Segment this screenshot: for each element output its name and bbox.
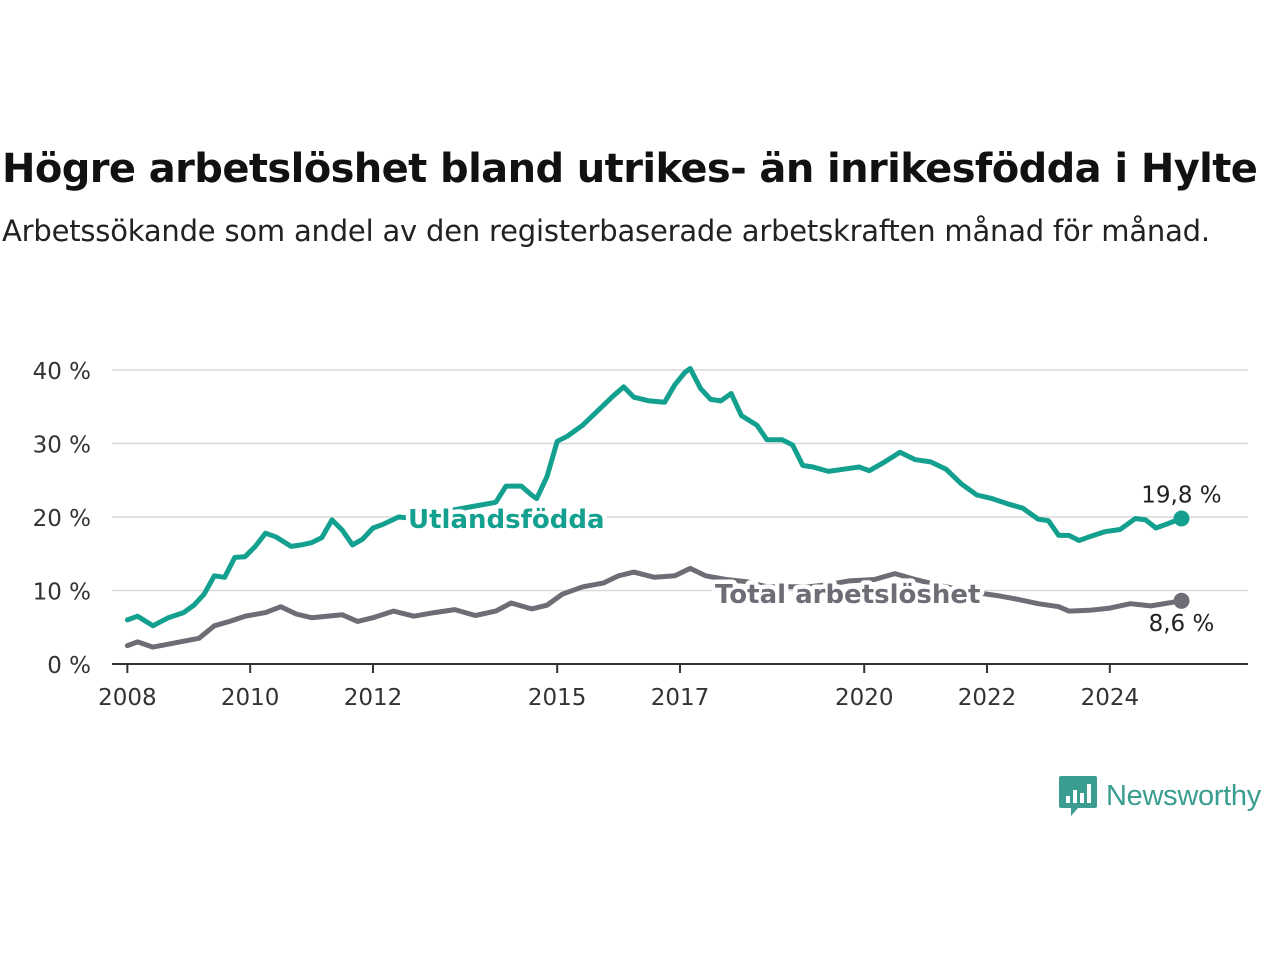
newsworthy-logo: Newsworthy [1058, 774, 1261, 818]
series-label-utlandsfodda: Utlandsfödda [408, 505, 605, 535]
x-tick-label: 2008 [98, 685, 157, 711]
brand-name: Newsworthy [1106, 779, 1261, 812]
x-axis: 2008 2010 2012 2015 2017 2020 2022 2024 [98, 663, 1248, 711]
y-tick-label: 0 % [47, 653, 91, 679]
series-label-total-arbetsloshet: Total arbetslöshet [715, 580, 980, 610]
x-tick-label: 2024 [1081, 685, 1140, 711]
series-end-label-utlandsfodda: 19,8 % [1141, 482, 1221, 508]
chart-series: Utlandsfödda Total arbetslöshet 19,8 % 8,6 … [124, 366, 1225, 650]
chart-title: Högre arbetslöshet bland utrikes- än inr… [2, 146, 1258, 192]
x-tick-label: 2022 [958, 685, 1017, 711]
y-tick-label: 10 % [33, 580, 91, 606]
y-tick-label: 40 % [33, 359, 91, 385]
x-tick-label: 2010 [221, 685, 280, 711]
series-endpoint-utlandsfodda [1173, 510, 1190, 527]
x-tick-label: 2017 [651, 685, 710, 711]
chart-gridlines [112, 369, 1248, 592]
y-axis: 0 % 10 % 20 % 30 % 40 % [33, 359, 91, 679]
series-line-total-arbetsloshet [124, 565, 1184, 650]
y-tick-label: 20 % [33, 506, 91, 532]
series-line-utlandsfodda [124, 366, 1184, 629]
series-endpoint-total-arbetsloshet [1173, 592, 1190, 609]
line-chart: 0 % 10 % 20 % 30 % 40 % 2008 2010 2012 2015 2017… [33, 359, 1248, 711]
newsworthy-logo-icon [1059, 776, 1097, 816]
chart-subtitle: Arbetssökande som andel av den registerb… [2, 214, 1210, 248]
series-end-label-total-arbetsloshet: 8,6 % [1149, 611, 1215, 637]
y-tick-label: 30 % [33, 433, 91, 459]
x-tick-label: 2012 [344, 685, 403, 711]
x-tick-label: 2015 [528, 685, 587, 711]
x-tick-label: 2020 [835, 685, 894, 711]
